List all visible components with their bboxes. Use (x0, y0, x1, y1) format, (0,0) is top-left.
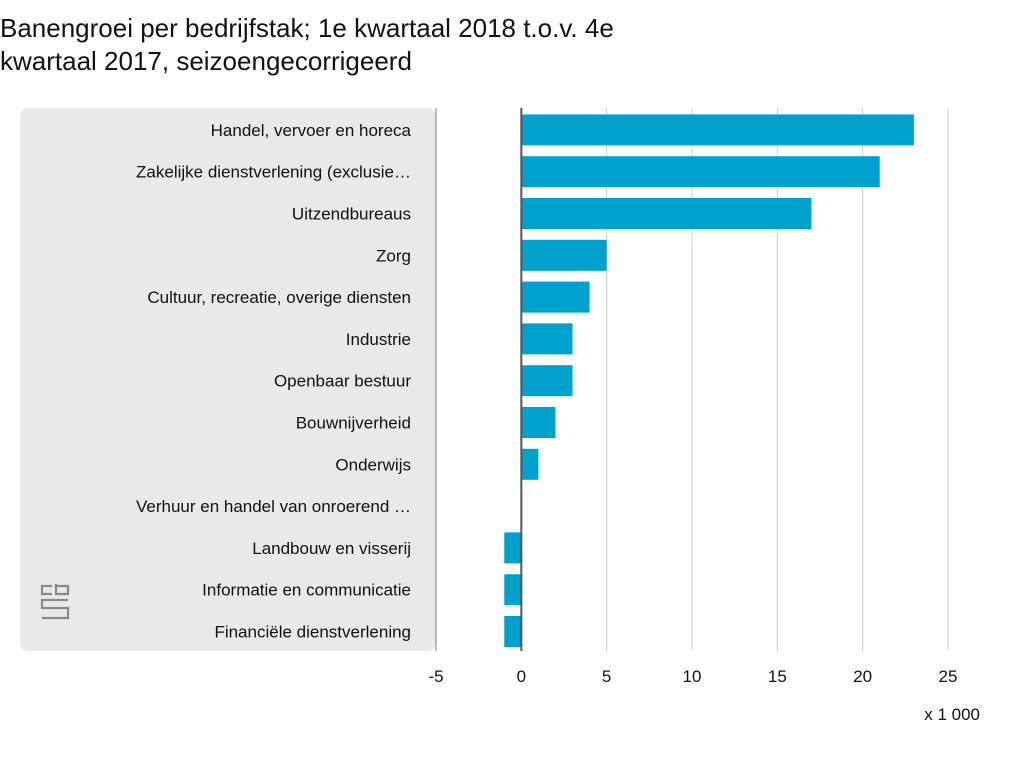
bar (521, 323, 573, 355)
chart-title: Banengroei per bedrijfstak; 1e kwartaal … (0, 13, 614, 76)
x-tick-label: 0 (517, 667, 526, 686)
x-tick-label: 25 (939, 667, 958, 686)
bar (521, 114, 914, 146)
category-label: Zakelijke dienstverlening (exclusie… (136, 163, 411, 182)
category-label: Bouwnijverheid (296, 414, 411, 433)
bar (521, 448, 539, 480)
bar (521, 281, 590, 313)
label-panel (20, 108, 436, 651)
category-label: Zorg (376, 246, 411, 265)
category-label: Verhuur en handel van onroerend … (136, 497, 411, 516)
bar (521, 239, 607, 271)
bar (521, 156, 880, 188)
cbs-logo (40, 584, 70, 620)
cbs-logo-b (54, 584, 70, 596)
category-label: Landbouw en visserij (252, 539, 411, 558)
bar-layer (504, 114, 914, 647)
bar (504, 532, 522, 564)
grid-layer (435, 108, 949, 651)
bar (521, 407, 556, 438)
category-label: Openbaar bestuur (274, 372, 411, 391)
category-label: Uitzendbureaus (292, 205, 411, 224)
bar (504, 574, 522, 606)
x-tick-label: 15 (768, 667, 787, 686)
category-label: Informatie en communicatie (202, 581, 411, 600)
bar (504, 616, 522, 647)
category-label: Cultuur, recreatie, overige diensten (147, 288, 411, 307)
x-tick-layer: -5 0 5 10 15 20 25 (428, 667, 957, 686)
category-label: Financiële dienstverlening (214, 623, 411, 642)
category-label: Onderwijs (335, 455, 411, 474)
x-axis-unit-label: x 1 000 (924, 705, 980, 724)
category-label: Industrie (346, 330, 411, 349)
category-label-layer: Handel, vervoer en horeca Zakelijke diens… (136, 121, 412, 642)
bar (521, 365, 573, 397)
cbs-logo-c (40, 584, 52, 596)
cbs-logo-s (40, 598, 70, 620)
x-tick-label: -5 (428, 667, 443, 686)
category-label: Handel, vervoer en horeca (211, 121, 412, 140)
x-tick-label: 5 (602, 667, 611, 686)
x-tick-label: 10 (683, 667, 702, 686)
bar (521, 198, 812, 229)
x-tick-label: 20 (853, 667, 872, 686)
